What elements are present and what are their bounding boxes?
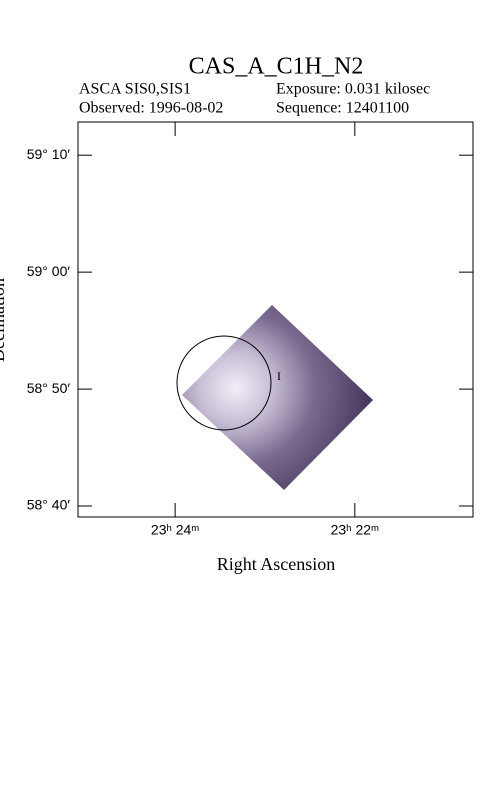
marker: I — [277, 369, 281, 383]
observed: Observed: 1996-08-02 — [79, 100, 223, 117]
chart-title: CAS_A_C1H_N2 — [189, 54, 364, 80]
x-axis-label: Right Ascension — [217, 554, 336, 574]
y-axis-label: Declination — [0, 278, 8, 362]
plot-frame — [77, 121, 474, 518]
x-tick-label: 23ʰ 22ᵐ — [331, 522, 379, 538]
region-circle — [176, 335, 272, 431]
image — [182, 305, 373, 490]
exposure: Exposure: 0.031 kilosec — [276, 81, 430, 98]
y-tick-label: 59° 10′ — [27, 146, 71, 162]
y-tick-label: 58° 40′ — [27, 497, 71, 513]
y-tick-label: 59° 00′ — [27, 263, 71, 279]
x-tick-label: 23ʰ 24ᵐ — [151, 522, 199, 538]
instrument: ASCA SIS0,SIS1 — [79, 81, 191, 98]
sequence: Sequence: 12401100 — [276, 100, 409, 117]
y-tick-label: 58° 50′ — [27, 380, 71, 396]
